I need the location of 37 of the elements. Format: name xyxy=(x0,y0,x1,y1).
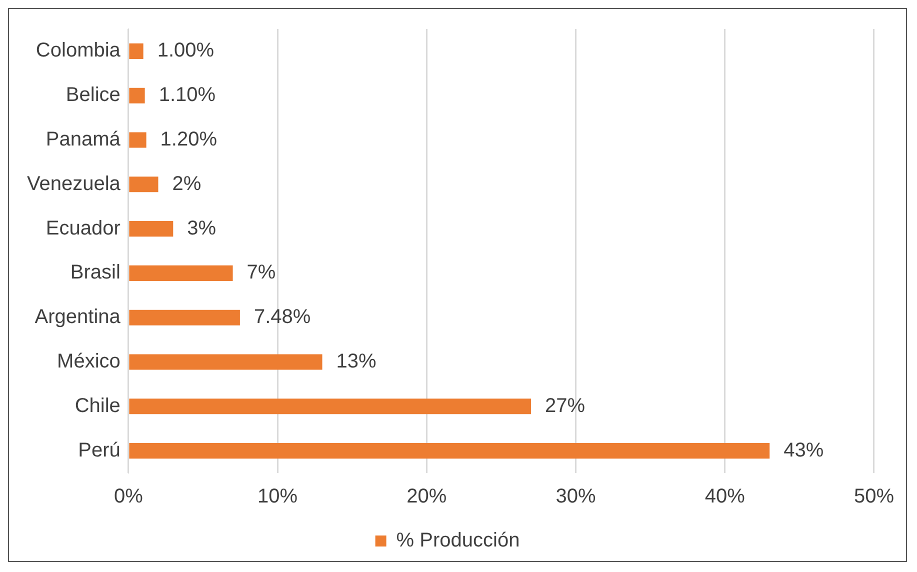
x-tick-label: 10% xyxy=(258,486,298,508)
x-tick-label: 50% xyxy=(854,486,894,508)
y-tick-label: Panamá xyxy=(46,128,122,151)
bar xyxy=(129,221,174,237)
bar xyxy=(129,132,146,148)
y-tick-label: México xyxy=(57,350,120,373)
y-tick-label: Chile xyxy=(74,394,120,417)
y-tick-label: Belice xyxy=(66,84,120,106)
x-tick-label: 0% xyxy=(114,486,144,508)
data-label: 7% xyxy=(246,262,276,284)
data-label: 13% xyxy=(336,350,377,373)
y-tick-label: Perú xyxy=(78,439,120,462)
y-tick-label: Argentina xyxy=(34,306,122,328)
data-label: 27% xyxy=(545,394,586,417)
y-tick-label: Venezuela xyxy=(26,172,122,195)
y-tick-label: Ecuador xyxy=(46,217,121,240)
x-tick-label: 40% xyxy=(704,486,746,508)
bar xyxy=(129,398,532,414)
x-tick-label: 20% xyxy=(406,486,447,508)
data-label: 7.48% xyxy=(254,306,311,328)
bar xyxy=(129,310,240,326)
bar xyxy=(129,354,322,370)
bar xyxy=(129,265,233,281)
data-label: 1.00% xyxy=(157,40,214,62)
data-label: 3% xyxy=(187,217,216,240)
bar xyxy=(129,43,144,59)
data-label: 1.20% xyxy=(160,128,218,151)
y-tick-label: Brasil xyxy=(70,262,120,284)
bar xyxy=(129,443,770,459)
legend-label: % Producción xyxy=(396,530,520,552)
data-label: 43% xyxy=(784,439,824,462)
bar xyxy=(129,88,145,104)
data-label: 1.10% xyxy=(158,84,216,106)
x-tick-label: 30% xyxy=(556,486,596,508)
y-tick-label: Colombia xyxy=(36,40,122,62)
bar xyxy=(129,176,158,192)
data-label: 2% xyxy=(172,172,202,195)
